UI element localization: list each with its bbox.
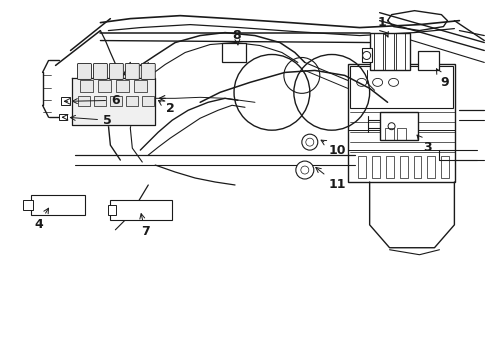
Bar <box>31 195 85 215</box>
Bar <box>385 156 393 178</box>
Circle shape <box>387 123 394 130</box>
Text: 9: 9 <box>435 69 448 89</box>
Text: 5: 5 <box>70 114 112 127</box>
Bar <box>369 32 408 71</box>
Text: 2: 2 <box>158 100 174 115</box>
Text: 1: 1 <box>376 16 387 37</box>
Bar <box>371 156 379 178</box>
Circle shape <box>301 134 317 150</box>
Bar <box>110 200 172 220</box>
Bar <box>373 32 382 71</box>
Bar <box>222 42 245 62</box>
Text: 8: 8 <box>232 29 241 45</box>
Bar <box>98 80 111 92</box>
Bar <box>81 80 93 92</box>
Bar <box>361 48 371 62</box>
Bar <box>349 67 452 108</box>
Bar <box>110 96 122 106</box>
Bar <box>126 96 138 106</box>
FancyBboxPatch shape <box>93 63 107 80</box>
Bar <box>22 200 33 210</box>
FancyBboxPatch shape <box>125 63 139 80</box>
Bar <box>417 50 439 71</box>
FancyBboxPatch shape <box>141 63 155 80</box>
Bar <box>399 156 407 178</box>
Text: 4: 4 <box>34 208 48 231</box>
Text: 7: 7 <box>140 213 149 238</box>
Bar <box>116 80 129 92</box>
Bar <box>384 128 393 140</box>
Bar <box>396 128 405 140</box>
Bar <box>142 96 154 106</box>
Bar <box>357 156 365 178</box>
FancyBboxPatch shape <box>77 63 91 80</box>
Bar <box>384 32 393 71</box>
Bar <box>379 112 417 140</box>
FancyBboxPatch shape <box>109 63 123 80</box>
Bar <box>395 32 404 71</box>
Circle shape <box>295 161 313 179</box>
Polygon shape <box>72 78 155 125</box>
Text: 10: 10 <box>321 140 346 157</box>
Bar <box>108 205 116 215</box>
Text: 6: 6 <box>72 94 120 107</box>
Bar <box>94 96 106 106</box>
Bar <box>441 156 448 178</box>
Bar <box>134 80 147 92</box>
Text: 3: 3 <box>416 135 431 154</box>
Bar <box>413 156 421 178</box>
Circle shape <box>362 51 370 59</box>
Bar <box>61 97 70 105</box>
Bar <box>347 64 454 182</box>
Bar <box>78 96 90 106</box>
Text: 11: 11 <box>315 167 346 192</box>
Bar <box>427 156 435 178</box>
Bar <box>59 114 66 120</box>
